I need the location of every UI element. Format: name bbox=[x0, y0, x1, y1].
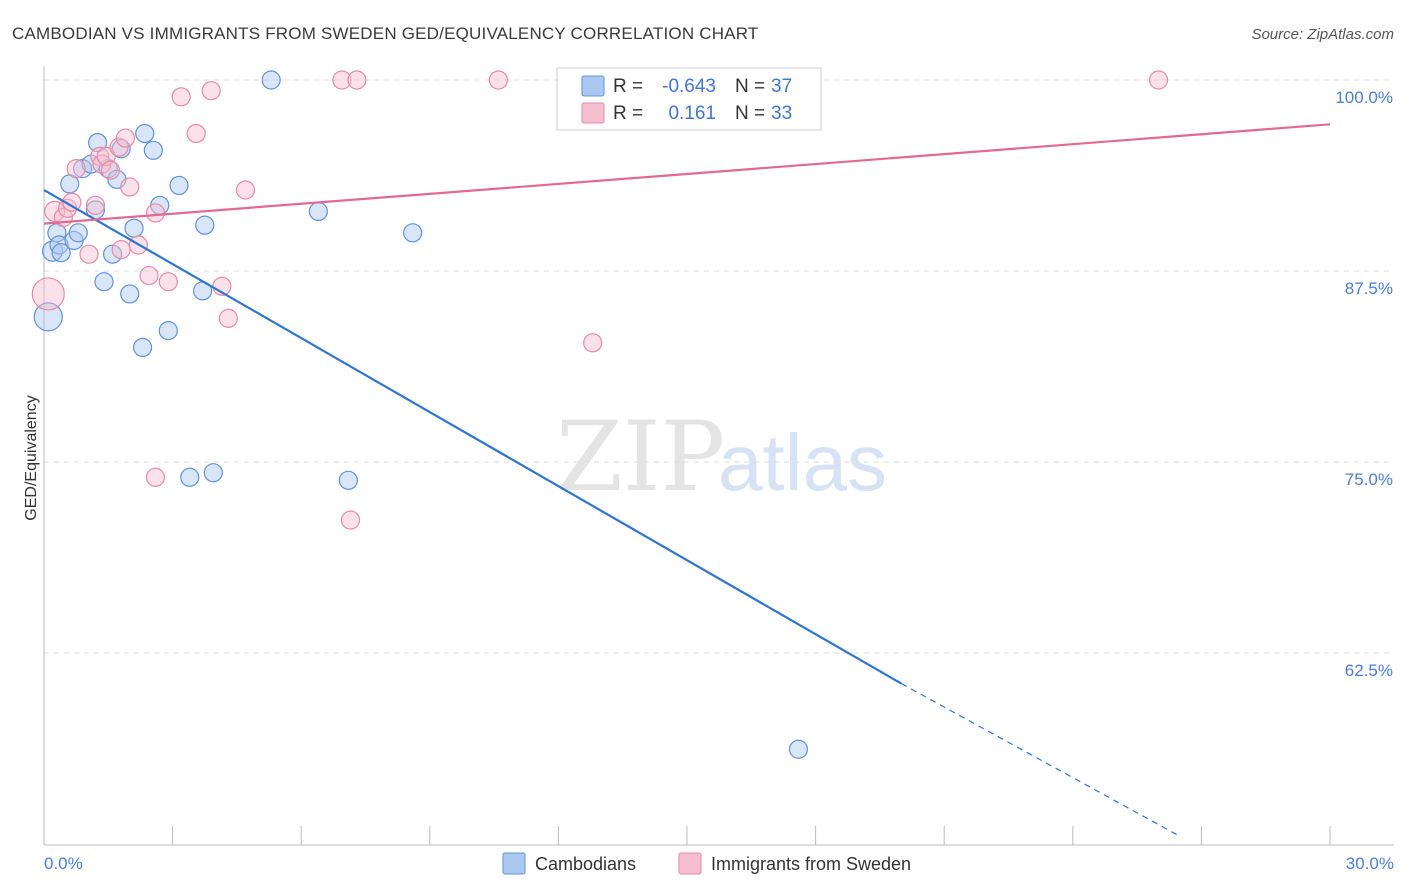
sweden-point bbox=[186, 123, 206, 144]
cambodians-point bbox=[788, 739, 809, 759]
sweden-point bbox=[111, 240, 131, 260]
legend-n-label-cambodians: N = bbox=[735, 76, 765, 97]
cambodians-trend-extension bbox=[901, 683, 1181, 837]
y-tick-label-62-5: 62.5% bbox=[1345, 661, 1393, 680]
legend-n-value-sweden: 33 bbox=[771, 103, 792, 124]
cambodians-point bbox=[158, 320, 178, 341]
legend-swatch-cambodians bbox=[581, 75, 605, 97]
sweden-point bbox=[1148, 70, 1169, 90]
cambodians-point bbox=[94, 272, 114, 292]
sweden-point bbox=[62, 192, 82, 212]
grid-lines bbox=[44, 79, 1394, 654]
sweden-point bbox=[115, 128, 136, 148]
cambodians-point bbox=[102, 244, 123, 264]
cambodians-point bbox=[68, 223, 88, 243]
sweden-point bbox=[100, 160, 121, 180]
trend-lines bbox=[43, 123, 1331, 837]
sweden-point bbox=[171, 87, 191, 107]
sweden-point bbox=[139, 265, 159, 286]
sweden-point bbox=[235, 180, 256, 200]
sweden-point bbox=[158, 272, 178, 292]
cambodians-point bbox=[124, 218, 144, 238]
cambodians-point bbox=[169, 175, 189, 196]
cambodians-point bbox=[203, 463, 223, 483]
bottom-legend-label-cambodians: Cambodians bbox=[535, 854, 636, 874]
stats-legend: R = -0.643 N = 37 R = 0.161 N = 33 bbox=[556, 67, 822, 131]
y-tick-labels: 62.5% 75.0% 87.5% 100.0% bbox=[1335, 88, 1393, 680]
cambodians-point bbox=[403, 223, 423, 243]
cambodians-point bbox=[33, 302, 63, 332]
y-tick-label-100: 100.0% bbox=[1335, 88, 1393, 107]
legend-r-label-sweden: R = bbox=[613, 103, 643, 124]
sweden-point bbox=[347, 70, 367, 90]
bottom-legend-swatch-cambodians bbox=[502, 852, 526, 875]
bottom-legend-swatch-sweden bbox=[678, 852, 702, 875]
sweden-point bbox=[85, 195, 106, 215]
cambodians-point bbox=[120, 284, 140, 304]
cambodians-point bbox=[49, 235, 69, 255]
sweden-point bbox=[31, 277, 65, 311]
bottom-legend-label-sweden: Immigrants from Sweden bbox=[711, 854, 911, 874]
cambodians-point bbox=[143, 140, 163, 160]
sweden-point bbox=[66, 159, 86, 179]
sweden-point bbox=[583, 333, 603, 353]
cambodians-point bbox=[180, 467, 200, 487]
sweden-point bbox=[332, 70, 352, 90]
cambodians-point bbox=[261, 70, 281, 90]
x-tick-label-30: 30.0% bbox=[1346, 854, 1394, 873]
sweden-points bbox=[31, 70, 1169, 530]
watermark-zip: ZIP bbox=[556, 401, 725, 513]
legend-n-value-cambodians: 37 bbox=[771, 76, 792, 97]
axes bbox=[43, 66, 1394, 846]
series-legend: Cambodians Immigrants from Sweden bbox=[502, 852, 911, 875]
legend-r-label-cambodians: R = bbox=[613, 76, 643, 97]
y-tick-label-87-5: 87.5% bbox=[1345, 279, 1393, 298]
sweden-point bbox=[488, 70, 508, 90]
legend-swatch-sweden bbox=[581, 102, 605, 124]
sweden-point bbox=[201, 81, 221, 101]
legend-r-value-cambodians: -0.643 bbox=[662, 76, 716, 97]
cambodians-point bbox=[51, 243, 71, 263]
watermark-atlas: atlas bbox=[718, 418, 887, 507]
cambodians-points bbox=[33, 70, 809, 759]
chart-source: Source: ZipAtlas.com bbox=[1251, 26, 1394, 43]
cambodians-point bbox=[195, 215, 215, 235]
legend-r-value-sweden: 0.161 bbox=[668, 103, 716, 124]
cambodians-point bbox=[135, 123, 155, 144]
cambodians-point bbox=[72, 159, 93, 179]
sweden-point bbox=[79, 244, 99, 264]
legend-n-label-sweden: N = bbox=[735, 103, 765, 124]
y-axis-label: GED/Equivalency bbox=[23, 395, 40, 520]
cambodians-point bbox=[132, 337, 153, 357]
x-tick-label-0: 0.0% bbox=[44, 854, 83, 873]
sweden-point bbox=[120, 177, 140, 197]
sweden-point bbox=[218, 308, 238, 328]
sweden-point bbox=[90, 146, 110, 166]
cambodians-point bbox=[338, 470, 358, 490]
sweden-point bbox=[145, 467, 166, 487]
cambodians-trend-line bbox=[43, 189, 902, 685]
chart-title: CAMBODIAN VS IMMIGRANTS FROM SWEDEN GED/… bbox=[12, 24, 758, 43]
sweden-point bbox=[340, 510, 361, 530]
cambodians-point bbox=[308, 201, 328, 222]
y-tick-label-75: 75.0% bbox=[1345, 470, 1393, 489]
sweden-trend-line bbox=[43, 123, 1331, 225]
sweden-point bbox=[145, 203, 166, 223]
